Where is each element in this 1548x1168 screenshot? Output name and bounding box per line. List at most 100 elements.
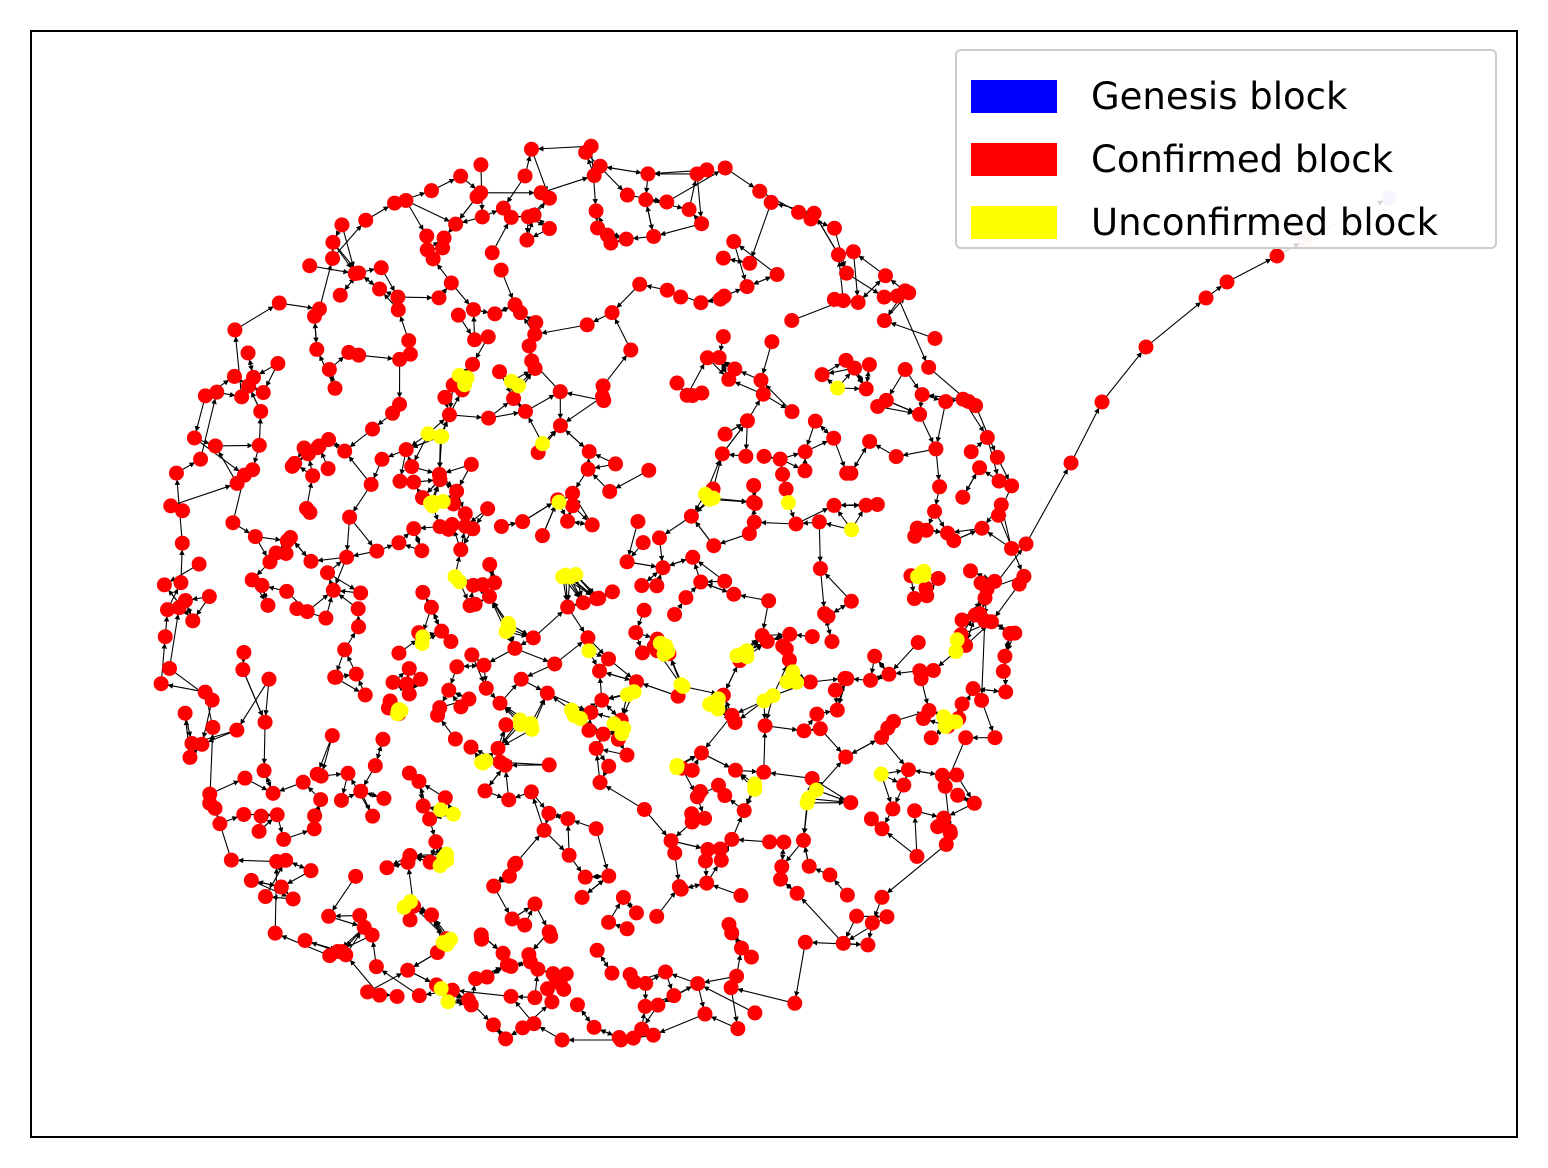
confirmed-block-node: [278, 545, 294, 561]
confirmed-block-node: [915, 711, 931, 727]
confirmed-block-node: [463, 456, 479, 472]
confirmed-block-node: [733, 940, 749, 956]
confirmed-block-node: [545, 966, 561, 982]
confirmed-block-node: [303, 553, 319, 569]
confirmed-block-node: [1018, 536, 1034, 552]
confirmed-block-node: [657, 964, 673, 980]
legend: Genesis block Confirmed block Unconfirme…: [955, 49, 1497, 249]
edge: [979, 620, 986, 694]
confirmed-block-node: [655, 560, 671, 576]
confirmed-block-node: [340, 765, 356, 781]
confirmed-block-node: [256, 763, 272, 779]
edge: [458, 988, 512, 997]
edge: [168, 614, 180, 669]
confirmed-block-node: [715, 250, 731, 266]
confirmed-block-node: [153, 676, 169, 692]
confirmed-block-node: [741, 526, 757, 542]
confirmed-block-node: [666, 988, 682, 1004]
confirmed-block-node: [337, 443, 353, 459]
confirmed-block-node: [743, 949, 759, 965]
confirmed-block-node: [517, 168, 533, 184]
confirmed-block-node: [434, 623, 450, 639]
confirmed-block-node: [435, 240, 451, 256]
confirmed-block-node: [1219, 274, 1235, 290]
confirmed-block-node: [332, 287, 348, 303]
confirmed-block-node: [482, 557, 498, 573]
confirmed-block-node: [414, 543, 430, 559]
confirmed-block-node: [588, 203, 604, 219]
confirmed-block-node: [423, 599, 439, 615]
confirmed-block-node: [334, 944, 350, 960]
confirmed-block-node: [441, 682, 457, 698]
confirmed-block-node: [738, 448, 754, 464]
confirmed-block-node: [523, 141, 539, 157]
confirmed-block-node: [184, 735, 200, 751]
confirmed-block-node: [877, 268, 893, 284]
confirmed-block-node: [450, 307, 466, 323]
confirmed-block-node: [776, 834, 792, 850]
node-layer: [153, 138, 1397, 1048]
confirmed-block-node: [478, 680, 494, 696]
confirmed-block-node: [437, 389, 453, 405]
confirmed-block-node: [227, 322, 243, 338]
confirmed-block-node: [938, 394, 954, 410]
confirmed-block-node: [385, 674, 401, 690]
confirmed-block-node: [254, 577, 270, 593]
confirmed-block-node: [839, 465, 855, 481]
confirmed-block-node: [205, 719, 221, 735]
confirmed-block-node: [601, 758, 617, 774]
confirmed-block-node: [337, 642, 353, 658]
confirmed-block-node: [910, 635, 926, 651]
confirmed-block-node: [525, 630, 541, 646]
confirmed-block-node: [797, 463, 813, 479]
confirmed-block-node: [303, 863, 319, 879]
confirmed-block-node: [679, 387, 695, 403]
confirmed-block-node: [839, 671, 855, 687]
confirmed-block-node: [876, 289, 892, 305]
confirmed-block-node: [270, 355, 286, 371]
confirmed-block-node: [724, 831, 740, 847]
unconfirmed-block-node: [447, 569, 463, 585]
confirmed-block-node: [636, 801, 652, 817]
confirmed-block-node: [1094, 394, 1110, 410]
confirmed-block-node: [950, 787, 966, 803]
confirmed-block-node: [889, 288, 905, 304]
confirmed-block-node: [526, 1016, 542, 1032]
confirmed-block-node: [746, 514, 762, 530]
confirmed-block-node: [863, 811, 879, 827]
confirmed-block-node: [604, 305, 620, 321]
confirmed-block-node: [415, 584, 431, 600]
confirmed-block-node: [596, 393, 612, 409]
confirmed-block-node: [977, 590, 993, 606]
confirmed-block-node: [457, 506, 473, 522]
confirmed-block-node: [485, 1017, 501, 1033]
confirmed-block-node: [795, 832, 811, 848]
confirmed-block-node: [367, 758, 383, 774]
confirmed-block-node: [444, 517, 460, 533]
unconfirmed-block-node: [756, 693, 772, 709]
confirmed-block-node: [541, 757, 557, 773]
confirmed-block-node: [772, 451, 788, 467]
confirmed-block-node: [659, 194, 675, 210]
confirmed-block-node: [630, 513, 646, 529]
confirmed-block-node: [481, 410, 497, 426]
confirmed-block-node: [247, 529, 263, 545]
confirmed-block-node: [453, 699, 469, 715]
confirmed-block-node: [625, 1030, 641, 1046]
confirmed-block-node: [375, 731, 391, 747]
confirmed-block-node: [586, 1019, 602, 1035]
confirmed-block-node: [467, 332, 483, 348]
confirmed-block-node: [797, 444, 813, 460]
confirmed-block-node: [379, 860, 395, 876]
confirmed-block-node: [1007, 625, 1023, 641]
unconfirmed-block-node: [780, 495, 796, 511]
edge: [659, 1013, 706, 1034]
confirmed-block-node: [415, 798, 431, 814]
confirmed-block-node: [824, 634, 840, 650]
confirmed-block-node: [693, 745, 709, 761]
confirmed-block-node: [560, 811, 576, 827]
confirmed-block-node: [299, 500, 315, 516]
confirmed-block-node: [717, 573, 733, 589]
edge: [242, 669, 263, 717]
confirmed-block-node: [544, 994, 560, 1010]
